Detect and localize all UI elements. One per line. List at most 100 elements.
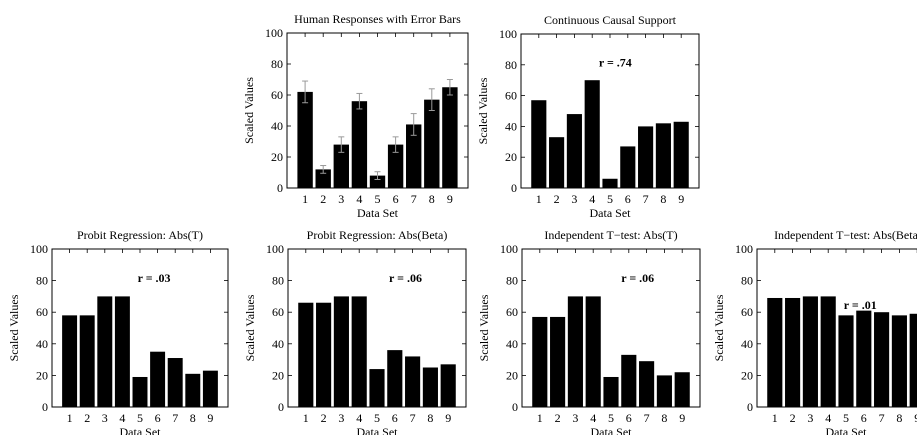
x-tick-label: 8 [896, 411, 902, 425]
x-tick-label: 6 [155, 411, 161, 425]
bar-4 [585, 296, 601, 407]
y-tick-label: 40 [272, 337, 284, 351]
y-tick-label: 100 [30, 242, 48, 256]
x-axis-label: Data Set [357, 206, 399, 220]
x-tick-label: 8 [190, 411, 196, 425]
bar-8 [424, 99, 440, 188]
x-tick-label: 2 [554, 192, 560, 206]
axes-box [51, 248, 229, 408]
x-axis-label: Data Set [120, 425, 162, 435]
error-bar-7 [410, 113, 417, 136]
x-tick-label: 6 [392, 411, 398, 425]
y-tick-label: 20 [741, 368, 753, 382]
x-tick-label: 8 [661, 411, 667, 425]
bar-1 [298, 302, 314, 407]
bar-8 [891, 315, 907, 407]
x-tick-label: 6 [626, 411, 632, 425]
x-tick-label: 3 [102, 411, 108, 425]
correlation-annotation: r = .01 [844, 298, 877, 312]
y-tick-label: 20 [36, 368, 48, 382]
bar-5 [369, 175, 386, 188]
y-tick-label: 100 [500, 242, 518, 256]
error-bar-8 [428, 88, 435, 111]
x-tick-label: 4 [825, 411, 831, 425]
x-tick-label: 1 [772, 411, 778, 425]
correlation-annotation: r = .06 [389, 271, 422, 285]
bar-8 [422, 367, 438, 407]
correlation-annotation: r = .03 [138, 271, 171, 285]
x-tick-label: 4 [356, 192, 362, 206]
bar-6 [387, 144, 404, 188]
x-tick-label: 3 [571, 192, 577, 206]
bar-9 [909, 313, 917, 407]
x-tick-label: 8 [660, 192, 666, 206]
y-tick-label: 40 [741, 337, 753, 351]
bar-8 [185, 373, 201, 407]
bar-5 [132, 376, 148, 407]
bar-3 [802, 296, 818, 407]
y-tick-label: 0 [747, 400, 753, 414]
bar-3 [333, 296, 349, 407]
y-axis-label: Scaled Values [243, 294, 257, 361]
x-tick-label: 7 [410, 411, 416, 425]
bar-2 [550, 316, 566, 407]
y-tick-label: 100 [266, 242, 284, 256]
bar-7 [638, 126, 654, 188]
x-tick-label: 6 [625, 192, 631, 206]
x-tick-label: 3 [338, 192, 344, 206]
x-tick-label: 5 [843, 411, 849, 425]
panel-probit_beta: Probit Regression: Abs(Beta) Scaled Value… [243, 228, 467, 435]
x-tick-label: 5 [608, 411, 614, 425]
x-tick-label: 9 [678, 192, 684, 206]
y-tick-label: 40 [36, 337, 48, 351]
bar-2 [549, 137, 565, 188]
bar-6 [387, 350, 403, 407]
y-tick-label: 60 [741, 305, 753, 319]
y-axis-label: Scaled Values [242, 77, 256, 144]
bar-4 [584, 80, 600, 188]
bar-9 [442, 87, 458, 188]
panel-ccs: Continuous Causal Support Scaled Values Da… [476, 13, 700, 220]
y-tick-label: 100 [735, 242, 753, 256]
bar-6 [621, 354, 637, 407]
x-tick-label: 4 [590, 411, 596, 425]
x-tick-label: 4 [119, 411, 125, 425]
x-tick-label: 6 [861, 411, 867, 425]
x-tick-label: 7 [644, 411, 650, 425]
correlation-annotation: r = .06 [621, 271, 654, 285]
y-tick-label: 20 [272, 368, 284, 382]
x-tick-label: 5 [137, 411, 143, 425]
x-tick-label: 2 [321, 411, 327, 425]
error-bar-9 [446, 79, 453, 96]
bar-4 [351, 101, 368, 188]
bar-5 [603, 376, 619, 407]
chart-title: Probit Regression: Abs(Beta) [307, 228, 448, 242]
x-tick-label: 1 [302, 192, 308, 206]
x-tick-label: 2 [84, 411, 90, 425]
bar-5 [602, 178, 618, 188]
x-axis-label: Data Set [590, 206, 632, 220]
y-tick-label: 80 [272, 274, 284, 288]
y-tick-label: 60 [271, 88, 283, 102]
x-tick-label: 5 [374, 411, 380, 425]
y-axis-label: Scaled Values [7, 294, 21, 361]
y-tick-label: 80 [741, 274, 753, 288]
x-tick-label: 1 [536, 192, 542, 206]
bar-7 [639, 361, 655, 407]
bar-6 [856, 310, 872, 407]
correlation-annotation: r = .74 [599, 55, 632, 69]
y-tick-label: 20 [271, 150, 283, 164]
x-tick-label: 7 [172, 411, 178, 425]
x-axis-label: Data Set [357, 425, 399, 435]
bar-6 [620, 146, 636, 188]
axes-box [520, 33, 700, 189]
error-bar-4 [356, 92, 363, 110]
x-tick-label: 9 [207, 411, 213, 425]
x-axis-label: Data Set [826, 425, 868, 435]
bar-5 [369, 369, 385, 407]
bar-1 [767, 297, 783, 407]
x-tick-label: 5 [607, 192, 613, 206]
axes-box [521, 248, 701, 408]
x-tick-label: 7 [879, 411, 885, 425]
